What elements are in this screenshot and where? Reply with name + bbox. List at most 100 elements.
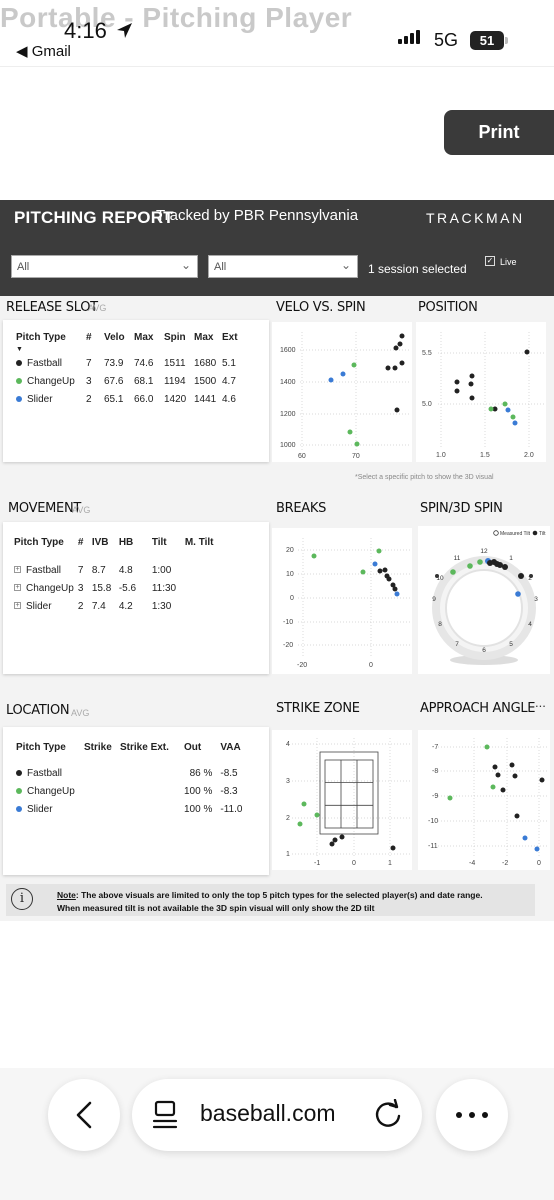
table-row[interactable]: Fastball 86 % -8.5	[16, 764, 246, 782]
release-slot-title: RELEASE SLOT	[6, 300, 98, 315]
chevron-left-icon	[72, 1100, 96, 1130]
col-header[interactable]: Velo	[104, 332, 134, 354]
breaks-chart[interactable]: 20 10 0 -10 -20 -20 0	[272, 528, 412, 674]
reader-mode-icon[interactable]	[152, 1100, 180, 1130]
report-title: PITCHING REPORT	[14, 208, 174, 228]
note-label: Note	[57, 890, 76, 900]
col-header[interactable]: Strike Ext.	[120, 742, 184, 764]
url-text[interactable]: baseball.com	[200, 1100, 336, 1127]
trackman-logo: TRACKMAN	[426, 210, 525, 226]
table-row[interactable]: Slider 100 % -11.0	[16, 800, 246, 818]
tick-label: 1	[388, 860, 392, 867]
network-type: 5G	[434, 30, 458, 51]
table-row[interactable]: ChangeUp 3 67.6 68.1 1194 1500 4.7	[16, 372, 242, 390]
back-button[interactable]	[48, 1079, 120, 1151]
slider-dot	[16, 806, 22, 812]
tick-label: 70	[352, 453, 360, 460]
spin-clock-chart[interactable]: Measured Tilt Tilt 12 1 2 3 4 5 6 7 8 9 …	[418, 526, 550, 674]
tick-label: 6	[482, 647, 486, 654]
tick-label: 20	[286, 547, 294, 554]
col-header[interactable]: #	[78, 537, 92, 561]
tick-label: 1000	[280, 442, 296, 449]
breaks-title: BREAKS	[276, 501, 326, 516]
col-header[interactable]: Out	[184, 742, 220, 764]
print-button[interactable]: Print	[444, 110, 554, 155]
reload-icon[interactable]	[372, 1099, 404, 1131]
col-header[interactable]: Tilt	[152, 537, 185, 561]
expand-icon[interactable]: +	[14, 602, 21, 609]
col-header[interactable]: Pitch Type ▼	[16, 332, 86, 354]
tick-label: -20	[283, 642, 293, 649]
movement-avg: AVG	[72, 505, 90, 515]
tick-label: -2	[502, 860, 508, 867]
note-line-2: When measured tilt is not available the …	[57, 903, 374, 913]
expand-icon[interactable]: +	[14, 566, 21, 573]
fastball-dot	[16, 770, 22, 776]
table-row[interactable]: Fastball 7 73.9 74.6 1511 1680 5.1	[16, 354, 242, 372]
info-icon: i	[11, 888, 33, 910]
col-header[interactable]: Ext	[222, 332, 242, 354]
tick-label: 60	[298, 453, 306, 460]
col-header[interactable]: M. Tilt	[185, 537, 218, 561]
divider	[0, 66, 554, 67]
position-title: POSITION	[418, 300, 478, 315]
back-to-app-link[interactable]: ◀ Gmail	[16, 42, 71, 60]
release-slot-avg: AVG	[88, 303, 106, 313]
table-row[interactable]: + Slider 2 7.4 4.2 1:30	[14, 597, 218, 615]
col-header[interactable]: Spin	[164, 332, 194, 354]
strike-zone-chart[interactable]: 4 3 2 1 -1 0 1	[272, 730, 412, 870]
tick-label: -11	[428, 843, 438, 850]
tick-label: 4	[286, 741, 290, 748]
tick-label: 2	[286, 815, 290, 822]
col-header[interactable]: VAA	[220, 742, 246, 764]
col-header[interactable]: HB	[119, 537, 152, 561]
tick-label: -7	[432, 744, 438, 751]
spin3d-title: SPIN/3D SPIN	[420, 501, 503, 516]
velo-spin-chart[interactable]: 1600 1400 1200 1000 60 70	[272, 322, 412, 462]
approach-angle-chart[interactable]: -7 -8 -9 -10 -11 -4 -2 0	[418, 730, 550, 870]
location-title: LOCATION	[6, 703, 69, 718]
table-row[interactable]: Slider 2 65.1 66.0 1420 1441 4.6	[16, 390, 242, 408]
tick-label: 5.0	[422, 401, 432, 408]
tick-label: -9	[432, 793, 438, 800]
table-row[interactable]: + ChangeUp 3 15.8 -5.6 11:30	[14, 579, 218, 597]
tick-label: -10	[428, 818, 438, 825]
col-header[interactable]: Pitch Type	[14, 537, 78, 561]
tick-label: 1200	[280, 411, 296, 418]
changeup-dot	[16, 378, 22, 384]
tick-label: 9	[432, 596, 436, 603]
legend-measured-tilt: Measured Tilt	[500, 531, 531, 537]
tick-label: 0	[369, 662, 373, 669]
location-arrow-icon	[116, 22, 134, 40]
tick-label: 3	[286, 778, 290, 785]
note-line-1: : The above visuals are limited to only …	[76, 890, 483, 900]
tick-label: 1600	[280, 347, 296, 354]
col-header[interactable]: Max	[134, 332, 164, 354]
live-label: Live	[500, 257, 517, 267]
col-header[interactable]: Pitch Type	[16, 742, 84, 764]
col-header[interactable]: Max	[194, 332, 222, 354]
player-filter-select[interactable]: All ⌄	[11, 255, 198, 278]
live-checkbox[interactable]: ✓	[485, 256, 495, 266]
col-header[interactable]: IVB	[92, 537, 119, 561]
tick-label: 1.5	[480, 452, 490, 459]
expand-icon[interactable]: +	[14, 584, 21, 591]
tick-label: 1.0	[436, 452, 446, 459]
tick-label: 1	[286, 851, 290, 858]
tick-label: 0	[352, 860, 356, 867]
spin-3d-caption: *Select a specific pitch to show the 3D …	[355, 474, 494, 481]
tick-label: -20	[297, 662, 307, 669]
date-filter-select[interactable]: All ⌄	[208, 255, 358, 278]
fastball-dot	[16, 360, 22, 366]
position-chart[interactable]: 5.5 5.0 1.0 1.5 2.0	[416, 322, 546, 462]
table-row[interactable]: ChangeUp 100 % -8.3	[16, 782, 246, 800]
ellipsis-icon	[454, 1111, 490, 1119]
col-header[interactable]: Strike	[84, 742, 120, 764]
table-row[interactable]: + Fastball 7 8.7 4.8 1:00	[14, 561, 218, 579]
chevron-down-icon: ⌄	[341, 258, 351, 272]
more-menu-button[interactable]	[436, 1079, 508, 1151]
col-header[interactable]: #	[86, 332, 104, 354]
ghost-page-title: Portable - Pitching Player	[0, 2, 352, 34]
more-options-icon[interactable]: ...	[535, 695, 546, 710]
tick-label: 5	[509, 641, 513, 648]
